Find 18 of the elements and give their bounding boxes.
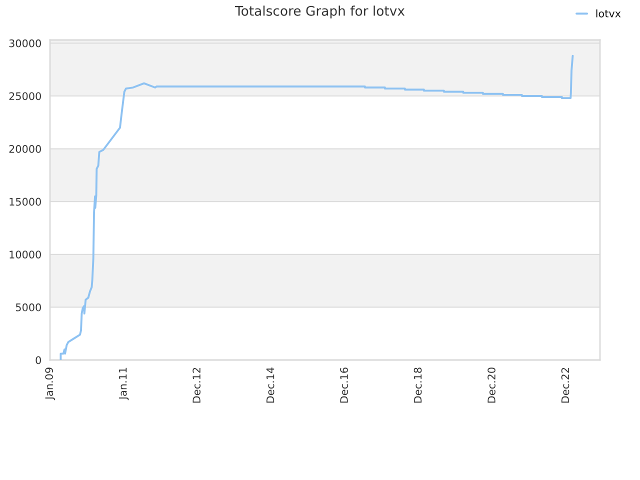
chart-title: Totalscore Graph for lotvx (234, 6, 405, 18)
x-tick-label: Dec.16 (340, 368, 348, 403)
y-tick-label: 0 (36, 356, 41, 364)
y-tick-label: 10000 (10, 250, 41, 258)
x-tick-label: Dec.14 (266, 368, 274, 403)
x-tick-label: Dec.20 (488, 368, 496, 403)
y-tick-label: 15000 (10, 198, 41, 206)
y-tick-label: 25000 (9, 92, 41, 100)
x-tick-label: Jan.11 (119, 368, 129, 400)
x-tick-label: Dec.18 (414, 368, 422, 403)
line-series (60, 54, 574, 360)
y-tick-label: 30000 (9, 39, 41, 48)
x-tick-label: Dec.22 (561, 368, 570, 403)
x-tick-label: Dec.12 (192, 368, 200, 403)
y-tick-label: 5000 (16, 303, 41, 312)
y-tick-label: 20000 (9, 145, 41, 153)
legend-label: lotvx (596, 9, 621, 18)
x-tick-label: Jan.09 (45, 368, 55, 400)
